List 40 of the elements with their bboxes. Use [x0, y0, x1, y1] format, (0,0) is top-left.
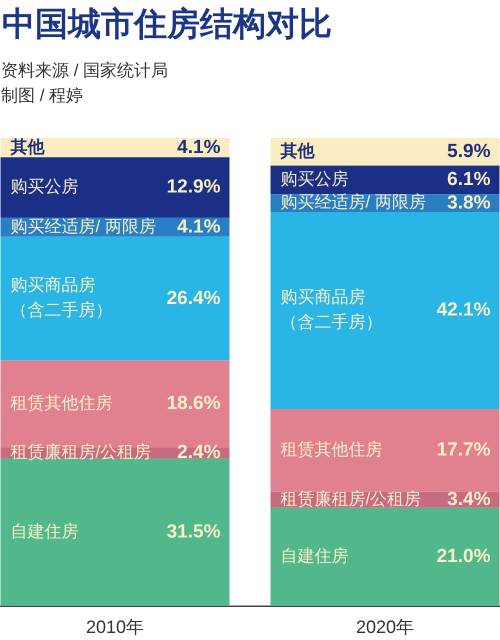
data-label: 21.0%: [436, 546, 491, 568]
data-label: 4.1%: [177, 136, 221, 158]
series-label: 自建住房: [10, 522, 79, 541]
data-label: 18.6%: [166, 393, 221, 414]
data-label: 3.8%: [447, 192, 491, 214]
series-label: 租赁其他住房: [10, 394, 113, 413]
data-label: 2.4%: [177, 442, 221, 464]
text: 自建住房: [280, 546, 349, 566]
text: 购买公房: [10, 177, 79, 196]
bar: [270, 508, 500, 606]
series-label: 租赁廉租房/公租房: [280, 489, 422, 508]
bar: [270, 212, 500, 409]
data-label: 31.5%: [166, 522, 221, 543]
bar: [270, 138, 500, 166]
data-label: 5.9%: [447, 141, 491, 162]
x-tick-label: 2010年: [86, 616, 144, 637]
data-label: 6.1%: [447, 169, 491, 190]
series-label: 其他: [10, 137, 46, 156]
text: 购买商品房（含二手房）: [280, 288, 383, 332]
series-label: 购买经适房/ 两限房: [280, 192, 426, 212]
text: 租赁其他住房: [280, 440, 383, 460]
text: 租赁廉租房/公租房: [10, 442, 152, 462]
data-label: 3.4%: [447, 489, 491, 510]
data-label: 42.1%: [436, 300, 491, 321]
data-label: 26.4%: [166, 288, 221, 309]
series-label: 购买公房: [280, 170, 349, 189]
data-label: 4.1%: [177, 216, 221, 238]
bar: [270, 408, 500, 492]
bar: [0, 236, 230, 360]
data-label: 17.7%: [436, 440, 491, 461]
bar: [0, 458, 230, 606]
chart-title: 中国城市住房结构对比: [2, 4, 332, 44]
text: 购买经适房/ 两限房: [10, 216, 156, 236]
text: 制图 / 程婷: [1, 85, 84, 107]
text: 资料来源 / 国家统计局: [1, 60, 168, 82]
series-label: 购买商品房（含二手房）: [10, 276, 113, 320]
x-tick-label: 2020年: [356, 616, 414, 637]
text: 其他: [280, 141, 315, 160]
bar: [0, 157, 230, 218]
data-label: 12.9%: [166, 176, 221, 198]
